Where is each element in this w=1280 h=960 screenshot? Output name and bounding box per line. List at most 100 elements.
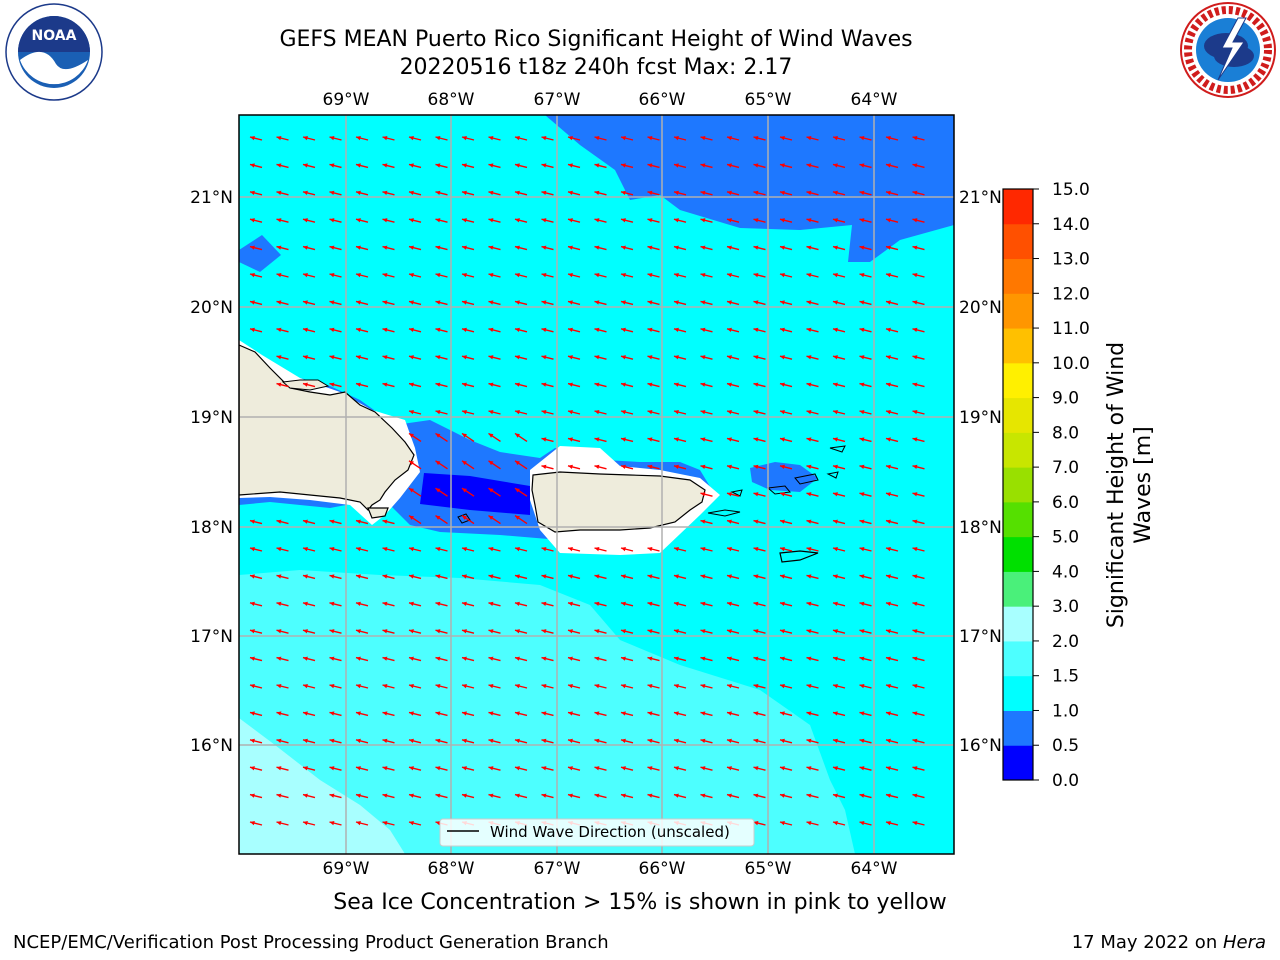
wave-vector-head <box>806 711 812 716</box>
wave-vector-head <box>833 218 838 223</box>
wave-vector-head <box>753 163 759 168</box>
wave-vector-head <box>594 300 600 305</box>
wave-vector-head <box>329 163 335 168</box>
wave-vector-head <box>488 766 494 771</box>
wave-vector-head <box>727 245 732 250</box>
lon-labels-bottom: 69°W 68°W 67°W 66°W 65°W 64°W <box>323 859 898 879</box>
wave-vector-head <box>647 190 653 196</box>
wave-vector-head <box>356 683 361 689</box>
wave-vector-head <box>753 190 759 196</box>
wave-vector-head <box>859 738 865 744</box>
wave-vector-head <box>647 629 653 634</box>
wave-vector-head <box>859 656 865 661</box>
wave-vector-head <box>753 327 759 333</box>
lat-label-left: 16°N <box>190 736 233 756</box>
chart-subtitle: 20220516 t18z 240h fcst Max: 2.17 <box>399 55 793 80</box>
lat-label-left: 19°N <box>190 408 233 428</box>
wave-vector-head <box>356 738 361 744</box>
wave-vector-head <box>462 218 467 223</box>
chart-title: GEFS MEAN Puerto Rico Significant Height… <box>279 27 913 52</box>
wave-vector-head <box>356 190 361 196</box>
wave-vector-head <box>462 488 467 493</box>
wave-vector-head <box>780 190 785 196</box>
wave-vector-head <box>833 163 838 168</box>
wave-vector-head <box>833 492 838 497</box>
wave-vector-head <box>488 738 494 744</box>
wave-vector-head <box>674 711 679 716</box>
wave-vector-head <box>541 683 547 689</box>
land-st-croix <box>779 550 819 563</box>
wave-vector-head <box>886 300 891 305</box>
wave-vector-head <box>833 738 838 744</box>
wave-vector-head <box>541 711 547 716</box>
wave-vector-head <box>859 601 865 607</box>
wave-vector-head <box>780 519 785 524</box>
wave-vector-head <box>329 820 335 826</box>
wave-vector-head <box>462 546 467 552</box>
wave-vector-head <box>594 355 600 360</box>
wave-vector-head <box>594 272 600 278</box>
wave-vector-head <box>806 327 812 333</box>
lon-label-bottom: 64°W <box>851 859 898 879</box>
wave-vector-head <box>727 437 732 442</box>
wave-vector-head <box>886 820 891 826</box>
wave-vector-head <box>621 300 626 305</box>
wave-vector-head <box>833 437 838 442</box>
wave-vector-head <box>382 327 388 333</box>
colorbar-swatch <box>1003 293 1033 329</box>
wave-vector-head <box>859 272 865 278</box>
wave-vector-head <box>409 409 414 415</box>
wave-vector-head <box>886 135 891 141</box>
wave-vector-head <box>621 355 626 360</box>
wave-vector-head <box>329 218 335 223</box>
wave-vector-head <box>833 820 838 826</box>
wave-vector-head <box>303 601 308 607</box>
wave-vector-head <box>515 245 520 250</box>
wave-vector-head <box>753 546 759 552</box>
wave-vector-head <box>250 546 255 552</box>
wave-vector-head <box>886 546 891 552</box>
wave-vector-head <box>276 711 282 716</box>
wave-vector-head <box>727 629 732 634</box>
wave-vector-head <box>356 245 361 250</box>
wave-vector-head <box>276 300 282 305</box>
colorbar-tick-label: 11.0 <box>1052 319 1090 339</box>
wave-vector-head <box>780 135 785 141</box>
wave-vector-head <box>568 300 573 305</box>
wave-vector-head <box>780 409 785 415</box>
wave-vector-head <box>621 245 626 250</box>
wave-vector-head <box>912 218 918 223</box>
wave-vector-head <box>409 163 414 168</box>
wave-vector-head <box>806 218 812 223</box>
wave-vector-head <box>727 738 732 744</box>
wave-vector-head <box>541 464 547 470</box>
wave-vector-head <box>806 656 812 661</box>
wave-vector-head <box>594 437 600 442</box>
wave-vector-head <box>303 300 308 305</box>
wave-vector-head <box>462 601 467 607</box>
wave-vector-head <box>753 766 759 771</box>
wave-vector-head <box>753 218 759 223</box>
wave-vector-head <box>382 272 388 278</box>
wave-vector-head <box>912 519 918 524</box>
wave-vector-head <box>700 272 706 278</box>
wave-vector-head <box>488 546 494 552</box>
wave-vector-head <box>462 683 467 689</box>
wave-vector-head <box>276 546 282 552</box>
wave-vector-head <box>753 355 759 360</box>
colorbar-swatch <box>1003 258 1033 294</box>
wave-vector-head <box>250 327 255 333</box>
wave-vector-head <box>886 574 891 579</box>
wave-vector-head <box>462 433 467 438</box>
lon-label-top: 69°W <box>323 90 370 110</box>
wave-vector-head <box>806 820 812 826</box>
colorbar-tick-label: 7.0 <box>1052 458 1079 478</box>
wave-vector-head <box>833 300 838 305</box>
wave-vector-head <box>356 382 361 387</box>
wave-vector-head <box>435 409 441 415</box>
wave-vector-head <box>541 163 547 168</box>
wave-vector-head <box>382 190 388 196</box>
wave-vector-head <box>674 327 679 333</box>
wave-vector-head <box>303 272 308 278</box>
lon-label-top: 64°W <box>851 90 898 110</box>
